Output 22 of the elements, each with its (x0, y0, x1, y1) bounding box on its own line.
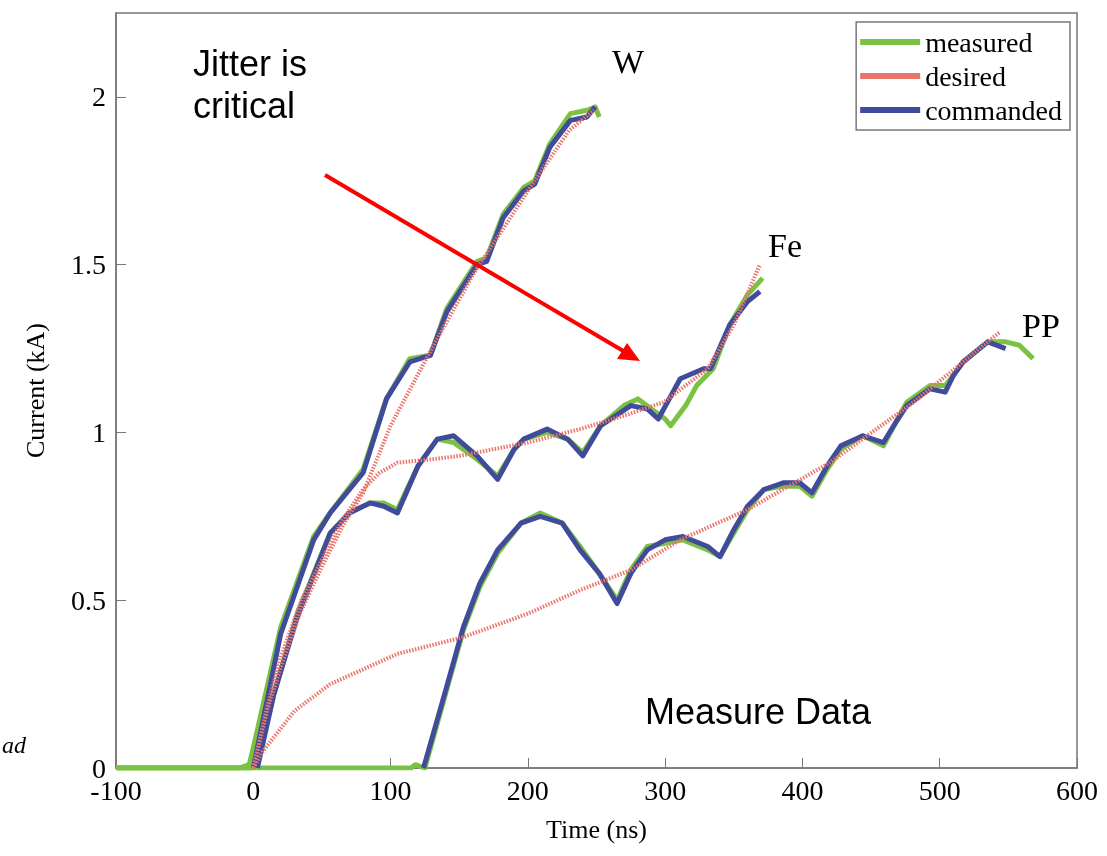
x-tick-label: 200 (506, 774, 549, 806)
legend-label: commanded (925, 94, 1062, 126)
x-tick-label: 300 (644, 774, 687, 806)
x-tick-label: 600 (1056, 774, 1098, 806)
annotation: Measure Data (645, 690, 873, 732)
legend-label: measured (925, 26, 1033, 58)
text: ad (2, 732, 27, 758)
x-tick-label: 100 (369, 774, 412, 806)
annotation: PP (1022, 306, 1060, 344)
y-tick-label: 2 (92, 81, 106, 113)
y-tick-label: 0.5 (71, 584, 106, 616)
annotation: W (612, 42, 645, 80)
y-tick-label: 1 (92, 416, 106, 448)
y-axis-title: Current (kA) (20, 322, 50, 459)
annotation: Jitter is critical (193, 42, 318, 126)
x-tick-label: 400 (781, 774, 824, 806)
legend-label: desired (925, 60, 1007, 92)
x-tick-label: 500 (918, 774, 961, 806)
x-tick-label: 0 (246, 774, 261, 806)
annotation: Fe (768, 226, 802, 264)
x-axis-title: Time (ns) (546, 814, 647, 844)
y-tick-label: 1.5 (71, 249, 106, 281)
